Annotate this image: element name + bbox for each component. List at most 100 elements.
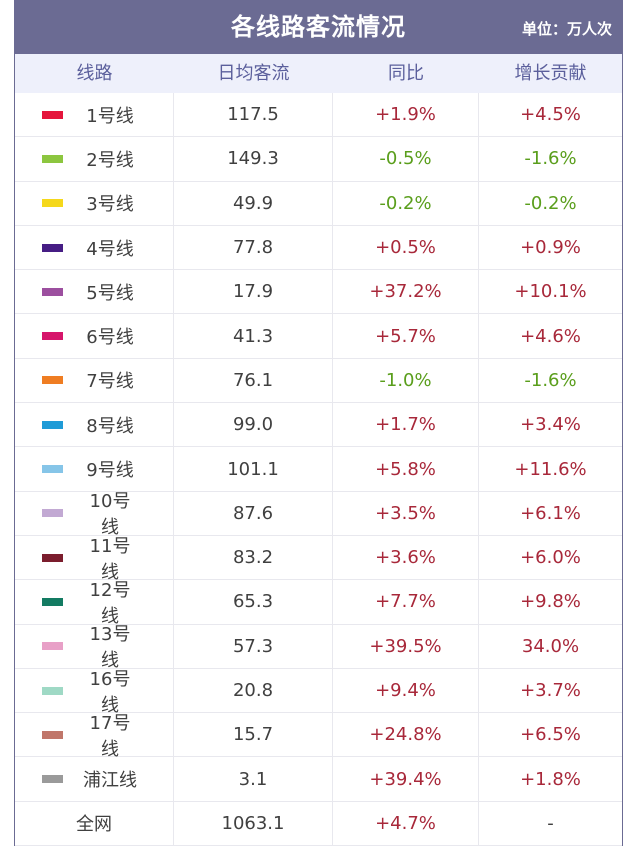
- growth-contribution-cell: +6.1%: [479, 492, 622, 536]
- table-row: 11号线 83.2 +3.6% +6.0%: [15, 535, 622, 583]
- line-color-swatch: [42, 775, 63, 784]
- daily-ridership-cell: 49.9: [174, 181, 333, 226]
- yoy-cell: +1.7%: [333, 403, 479, 448]
- total-row: 全网 1063.1 +4.7% -: [15, 801, 622, 847]
- total-yoy: +4.7%: [333, 801, 479, 847]
- line-cell: 7号线: [15, 358, 174, 404]
- line-name: 2号线: [86, 149, 134, 171]
- line-name: 9号线: [86, 460, 134, 482]
- yoy-cell: +3.6%: [333, 535, 479, 581]
- line-name: 4号线: [86, 238, 134, 260]
- line-cell: 1号线: [15, 93, 174, 138]
- total-label: 全网: [15, 801, 174, 847]
- yoy-cell: -0.2%: [333, 181, 479, 226]
- table-row: 12号线 65.3 +7.7% +9.8%: [15, 580, 622, 627]
- table-row: 10号线 87.6 +3.5% +6.1%: [15, 491, 622, 538]
- line-color-swatch: [42, 243, 63, 252]
- line-cell: 8号线: [15, 403, 174, 448]
- column-header-row: 线路 日均客流 同比 增长贡献: [15, 54, 622, 93]
- table-row: 4号线 77.8 +0.5% +0.9%: [15, 225, 622, 271]
- growth-contribution-cell: +9.8%: [479, 580, 622, 625]
- daily-ridership-cell: 41.3: [174, 314, 333, 359]
- line-color-swatch: [42, 110, 63, 119]
- growth-contribution-cell: +3.7%: [479, 669, 622, 714]
- header-growth-contribution: 增长贡献: [514, 63, 587, 84]
- growth-contribution-cell: +4.5%: [479, 93, 622, 138]
- line-color-swatch: [42, 509, 63, 518]
- growth-contribution-cell: -1.6%: [479, 359, 622, 404]
- daily-ridership-cell: 17.9: [174, 270, 333, 315]
- line-color-swatch: [42, 730, 63, 739]
- table-row: 13号线 57.3 +39.5% 34.0%: [15, 624, 622, 671]
- growth-contribution-cell: -1.6%: [479, 137, 622, 182]
- table-row: 16号线 20.8 +9.4% +3.7%: [15, 668, 622, 716]
- growth-contribution-cell: +11.6%: [479, 447, 622, 492]
- line-cell: 6号线: [15, 314, 174, 359]
- daily-ridership-cell: 77.8: [174, 225, 333, 271]
- yoy-cell: +3.5%: [333, 491, 479, 536]
- line-name: 6号线: [86, 327, 134, 349]
- table-row: 7号线 76.1 -1.0% -1.6%: [15, 358, 622, 404]
- yoy-cell: +5.7%: [333, 314, 479, 359]
- yoy-cell: -0.5%: [333, 137, 479, 182]
- growth-contribution-cell: +4.6%: [479, 314, 622, 359]
- line-color-swatch: [42, 376, 63, 385]
- line-name: 17号线: [89, 712, 131, 760]
- line-color-swatch: [42, 420, 63, 429]
- daily-ridership-cell: 76.1: [174, 358, 333, 404]
- growth-contribution-cell: +6.0%: [479, 536, 622, 581]
- growth-contribution-cell: -0.2%: [479, 182, 622, 226]
- line-name: 12号线: [89, 579, 131, 627]
- line-cell: 13号线: [15, 624, 174, 671]
- table-row: 5号线 17.9 +37.2% +10.1%: [15, 270, 622, 315]
- daily-ridership-cell: 15.7: [174, 713, 333, 758]
- line-color-swatch: [42, 465, 63, 474]
- line-name: 5号线: [86, 282, 134, 304]
- ridership-table-card: 各线路客流情况 单位：万人次 线路 日均客流 同比 增长贡献 1号线 117.5 +…: [14, 0, 623, 847]
- line-name: 1号线: [86, 105, 134, 127]
- line-name: 10号线: [89, 491, 131, 539]
- line-name: 11号线: [89, 535, 131, 583]
- total-growth-contribution: -: [479, 802, 622, 847]
- line-color-swatch: [42, 686, 63, 695]
- line-color-swatch: [42, 332, 63, 341]
- header-daily-ridership: 日均客流: [217, 63, 290, 84]
- header-yoy: 同比: [388, 63, 424, 84]
- table-body: 1号线 117.5 +1.9% +4.5% 2号线 149.3 -0.5% -1.6% 3号线 4…: [15, 93, 622, 847]
- line-color-swatch: [42, 642, 63, 651]
- line-name: 8号线: [86, 415, 134, 437]
- unit-label: 单位：万人次: [521, 20, 612, 38]
- yoy-cell: +39.4%: [333, 757, 479, 802]
- line-cell: 4号线: [15, 225, 174, 271]
- line-color-swatch: [42, 154, 63, 163]
- total-daily-ridership: 1063.1: [174, 801, 333, 847]
- daily-ridership-cell: 99.0: [174, 403, 333, 448]
- header-line: 线路: [76, 63, 113, 84]
- table-row: 17号线 15.7 +24.8% +6.5%: [15, 713, 622, 760]
- daily-ridership-cell: 83.2: [174, 535, 333, 581]
- yoy-cell: +0.5%: [333, 225, 479, 271]
- line-cell: 9号线: [15, 447, 174, 492]
- growth-contribution-cell: +0.9%: [479, 226, 622, 271]
- line-name: 7号线: [86, 371, 134, 393]
- daily-ridership-cell: 87.6: [174, 491, 333, 536]
- table-row: 6号线 41.3 +5.7% +4.6%: [15, 314, 622, 359]
- line-name: 浦江线: [83, 770, 137, 792]
- yoy-cell: +9.4%: [333, 668, 479, 714]
- growth-contribution-cell: +1.8%: [479, 757, 622, 802]
- line-cell: 12号线: [15, 580, 174, 627]
- yoy-cell: +7.7%: [333, 580, 479, 625]
- table-row: 8号线 99.0 +1.7% +3.4%: [15, 403, 622, 448]
- table-row: 2号线 149.3 -0.5% -1.6%: [15, 137, 622, 182]
- table-row: 9号线 101.1 +5.8% +11.6%: [15, 447, 622, 492]
- line-cell: 3号线: [15, 181, 174, 226]
- line-cell: 11号线: [15, 536, 174, 583]
- yoy-cell: +37.2%: [333, 270, 479, 315]
- daily-ridership-cell: 20.8: [174, 668, 333, 714]
- growth-contribution-cell: 34.0%: [479, 625, 622, 669]
- line-cell: 5号线: [15, 270, 174, 315]
- yoy-cell: +39.5%: [333, 624, 479, 669]
- table-row: 3号线 49.9 -0.2% -0.2%: [15, 181, 622, 226]
- yoy-cell: +24.8%: [333, 713, 479, 758]
- table-row: 1号线 117.5 +1.9% +4.5%: [15, 93, 622, 138]
